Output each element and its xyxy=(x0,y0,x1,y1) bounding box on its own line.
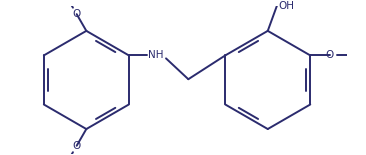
Text: O: O xyxy=(72,141,81,151)
Text: O: O xyxy=(325,50,334,60)
Text: NH: NH xyxy=(148,50,163,60)
Text: O: O xyxy=(72,9,81,19)
Text: OH: OH xyxy=(279,1,294,11)
